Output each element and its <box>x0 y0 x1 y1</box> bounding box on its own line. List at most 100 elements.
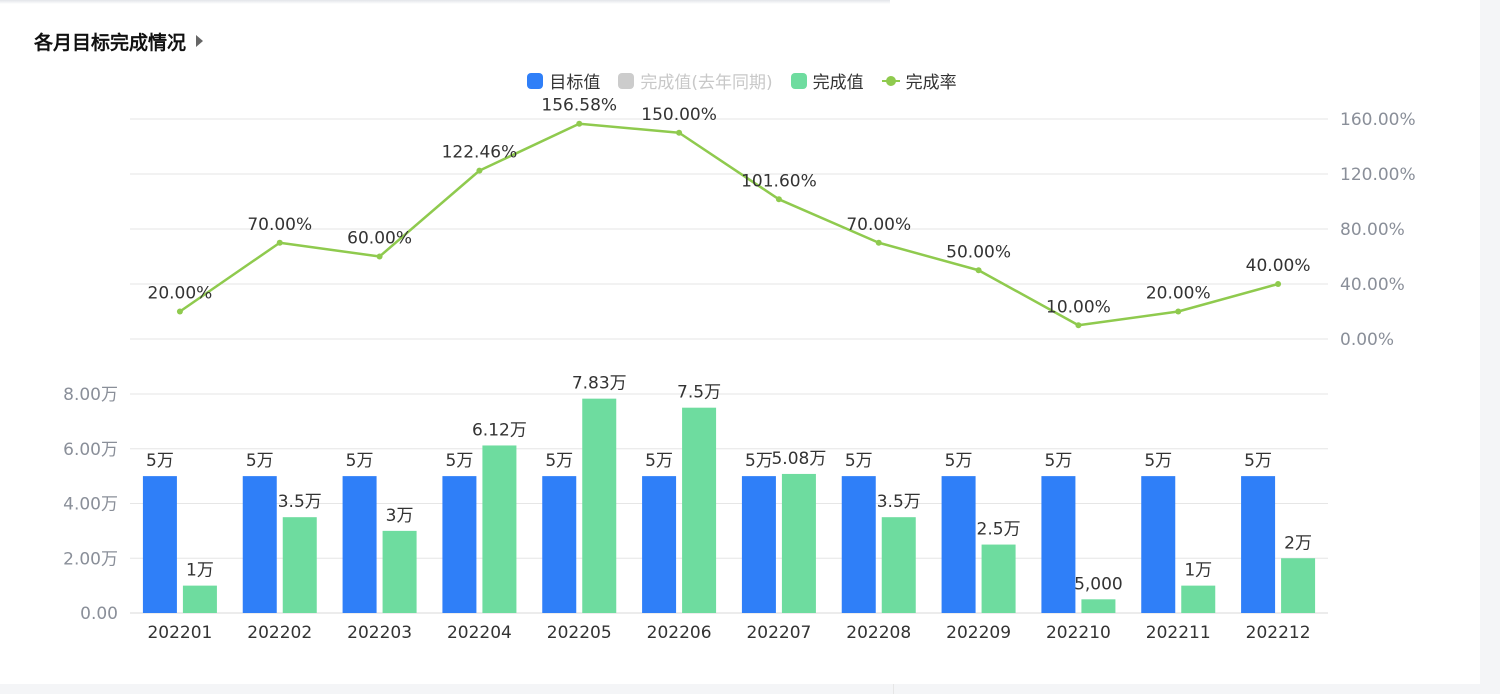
bar-data-label: 5万 <box>745 451 773 471</box>
bar-data-label: 5万 <box>1244 451 1272 471</box>
x-axis-category-label: 202208 <box>846 623 911 643</box>
legend-line-marker-icon <box>881 73 900 89</box>
bar-data-label: 3万 <box>386 506 414 526</box>
bar-actual <box>1181 585 1216 613</box>
bar-target <box>142 476 177 613</box>
bar-data-label: 2万 <box>1284 533 1312 553</box>
bar-actual <box>1081 599 1116 613</box>
bar-actual <box>282 517 317 613</box>
bar-data-label: 5万 <box>1144 451 1172 471</box>
x-axis-category-label: 202210 <box>1046 623 1111 643</box>
x-axis-category-label: 202203 <box>347 623 412 643</box>
rate-axis-tick-label: 40.00% <box>1340 275 1405 295</box>
bar-data-label: 7.5万 <box>677 383 721 403</box>
bar-axis-tick-label: 2.00万 <box>63 549 118 569</box>
bar-data-label: 5万 <box>146 451 174 471</box>
bar-data-label: 5.08万 <box>771 449 826 469</box>
bar-axis-tick-label: 8.00万 <box>63 385 118 405</box>
bar-target <box>1241 476 1276 613</box>
bar-actual <box>881 517 916 613</box>
bar-target <box>841 476 876 613</box>
rate-data-label: 20.00% <box>1146 284 1211 304</box>
bar-target <box>642 476 677 613</box>
bar-actual <box>682 407 717 613</box>
x-axis-category-label: 202212 <box>1246 623 1311 643</box>
legend-swatch-icon <box>790 72 807 89</box>
legend-swatch-icon <box>618 72 635 89</box>
legend-item-3[interactable]: 完成率 <box>881 68 957 93</box>
legend-item-1[interactable]: 完成值(去年同期) <box>618 68 773 93</box>
rate-point <box>1175 308 1182 315</box>
rate-axis-tick-label: 160.00% <box>1340 110 1416 130</box>
bar-data-label: 5万 <box>446 451 474 471</box>
bar-data-label: 2.5万 <box>977 520 1021 540</box>
rate-point <box>875 239 882 246</box>
rate-point <box>576 120 583 127</box>
x-axis-category-label: 202201 <box>147 623 212 643</box>
bar-data-label: 5万 <box>845 451 873 471</box>
rate-point <box>1075 322 1082 329</box>
bar-data-label: 5,000 <box>1074 574 1123 594</box>
bar-axis-tick-label: 4.00万 <box>63 495 118 515</box>
bar-data-label: 3.5万 <box>877 492 921 512</box>
bar-axis-tick-label: 0.00 <box>80 604 118 624</box>
rate-axis-tick-label: 80.00% <box>1340 220 1405 240</box>
bar-target <box>741 476 776 613</box>
legend-item-2[interactable]: 完成值 <box>790 68 864 93</box>
rate-data-label: 10.00% <box>1046 297 1111 317</box>
legend-label: 完成值 <box>812 73 864 93</box>
bar-data-label: 1万 <box>186 561 214 581</box>
bar-data-label: 3.5万 <box>278 492 322 512</box>
bar-target <box>342 476 377 613</box>
bottom-strip <box>0 684 1500 694</box>
rate-point <box>476 167 483 174</box>
card-header: 各月目标完成情况 <box>34 28 204 54</box>
bar-data-label: 5万 <box>945 451 973 471</box>
rate-data-label: 60.00% <box>347 229 412 249</box>
bar-actual <box>582 398 617 613</box>
rate-data-label: 156.58% <box>541 96 617 116</box>
x-axis-category-label: 202207 <box>746 623 811 643</box>
legend-item-0[interactable]: 目标值 <box>527 68 600 93</box>
bar-target <box>1041 476 1076 613</box>
bar-target <box>542 476 577 613</box>
rate-line <box>179 122 1279 327</box>
bar-data-label: 5万 <box>246 451 274 471</box>
legend-label: 完成值(去年同期) <box>640 73 773 93</box>
x-axis-category-label: 202204 <box>447 623 512 643</box>
bar-actual <box>1281 558 1316 613</box>
bar-actual <box>482 445 517 613</box>
rate-data-label: 101.60% <box>741 171 817 191</box>
rate-axis-tick-label: 0.00% <box>1340 330 1394 350</box>
bar-actual <box>182 585 217 613</box>
bar-data-label: 1万 <box>1184 561 1212 581</box>
rate-point <box>376 253 383 260</box>
x-axis-category-label: 202205 <box>547 623 612 643</box>
rate-data-label: 70.00% <box>247 215 312 235</box>
expand-arrow-icon[interactable] <box>196 35 204 47</box>
bottom-divider <box>893 684 894 694</box>
chart-legend: 目标值 完成值(去年同期) 完成值 完成率 <box>0 68 1484 93</box>
x-axis-category-label: 202202 <box>247 623 312 643</box>
legend-label: 完成率 <box>905 73 957 93</box>
bar-data-label: 7.83万 <box>572 374 627 394</box>
rate-data-label: 70.00% <box>846 215 911 235</box>
rate-data-label: 20.00% <box>148 284 213 304</box>
bar-data-label: 6.12万 <box>472 420 527 440</box>
rate-point <box>775 196 782 203</box>
chart-title: 各月目标完成情况 <box>34 31 187 54</box>
rate-point <box>176 308 183 315</box>
bar-data-label: 5万 <box>545 451 573 471</box>
bar-actual <box>981 544 1016 613</box>
rate-point <box>676 129 683 136</box>
legend-label: 目标值 <box>549 73 601 93</box>
bar-target <box>941 476 976 613</box>
rate-axis-tick-label: 120.00% <box>1340 165 1416 185</box>
bar-target <box>242 476 277 613</box>
legend-swatch-icon <box>527 72 544 89</box>
x-axis-category-label: 202211 <box>1146 623 1211 643</box>
x-axis-category-label: 202206 <box>647 623 712 643</box>
rate-data-label: 50.00% <box>946 242 1011 262</box>
rate-data-label: 40.00% <box>1246 256 1311 276</box>
